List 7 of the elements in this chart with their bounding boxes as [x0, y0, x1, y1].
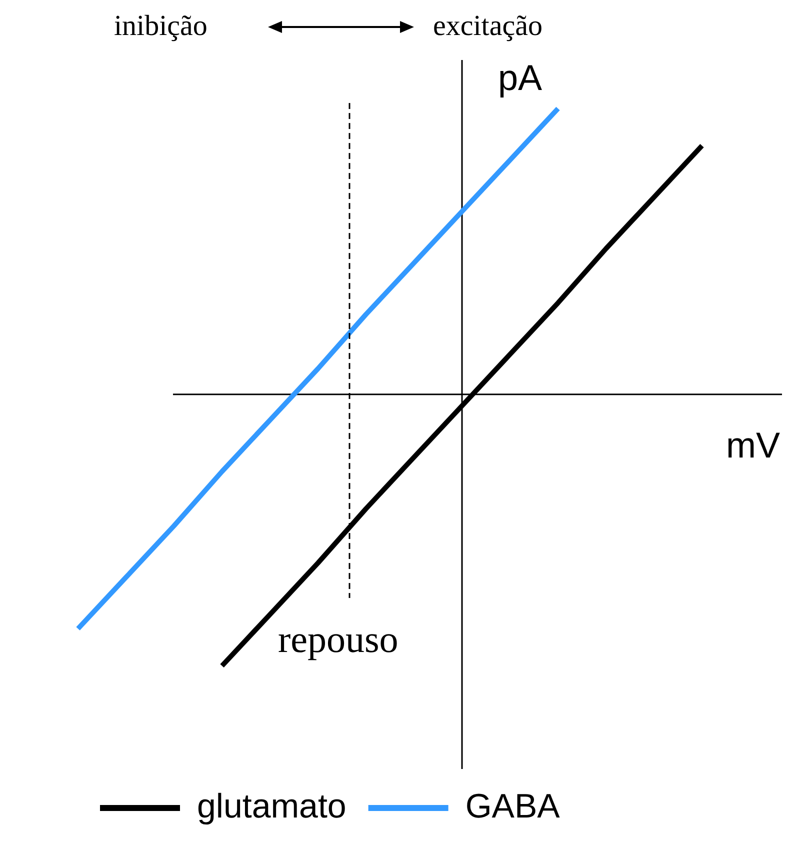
legend-label: glutamato — [197, 787, 346, 826]
y-axis-title: pA — [498, 56, 542, 98]
text: excitação — [433, 10, 542, 43]
text: inibição — [114, 10, 208, 43]
legend-label: GABA — [465, 787, 560, 826]
x-axis-title: mV — [726, 424, 780, 466]
annotation: repouso — [278, 618, 398, 662]
